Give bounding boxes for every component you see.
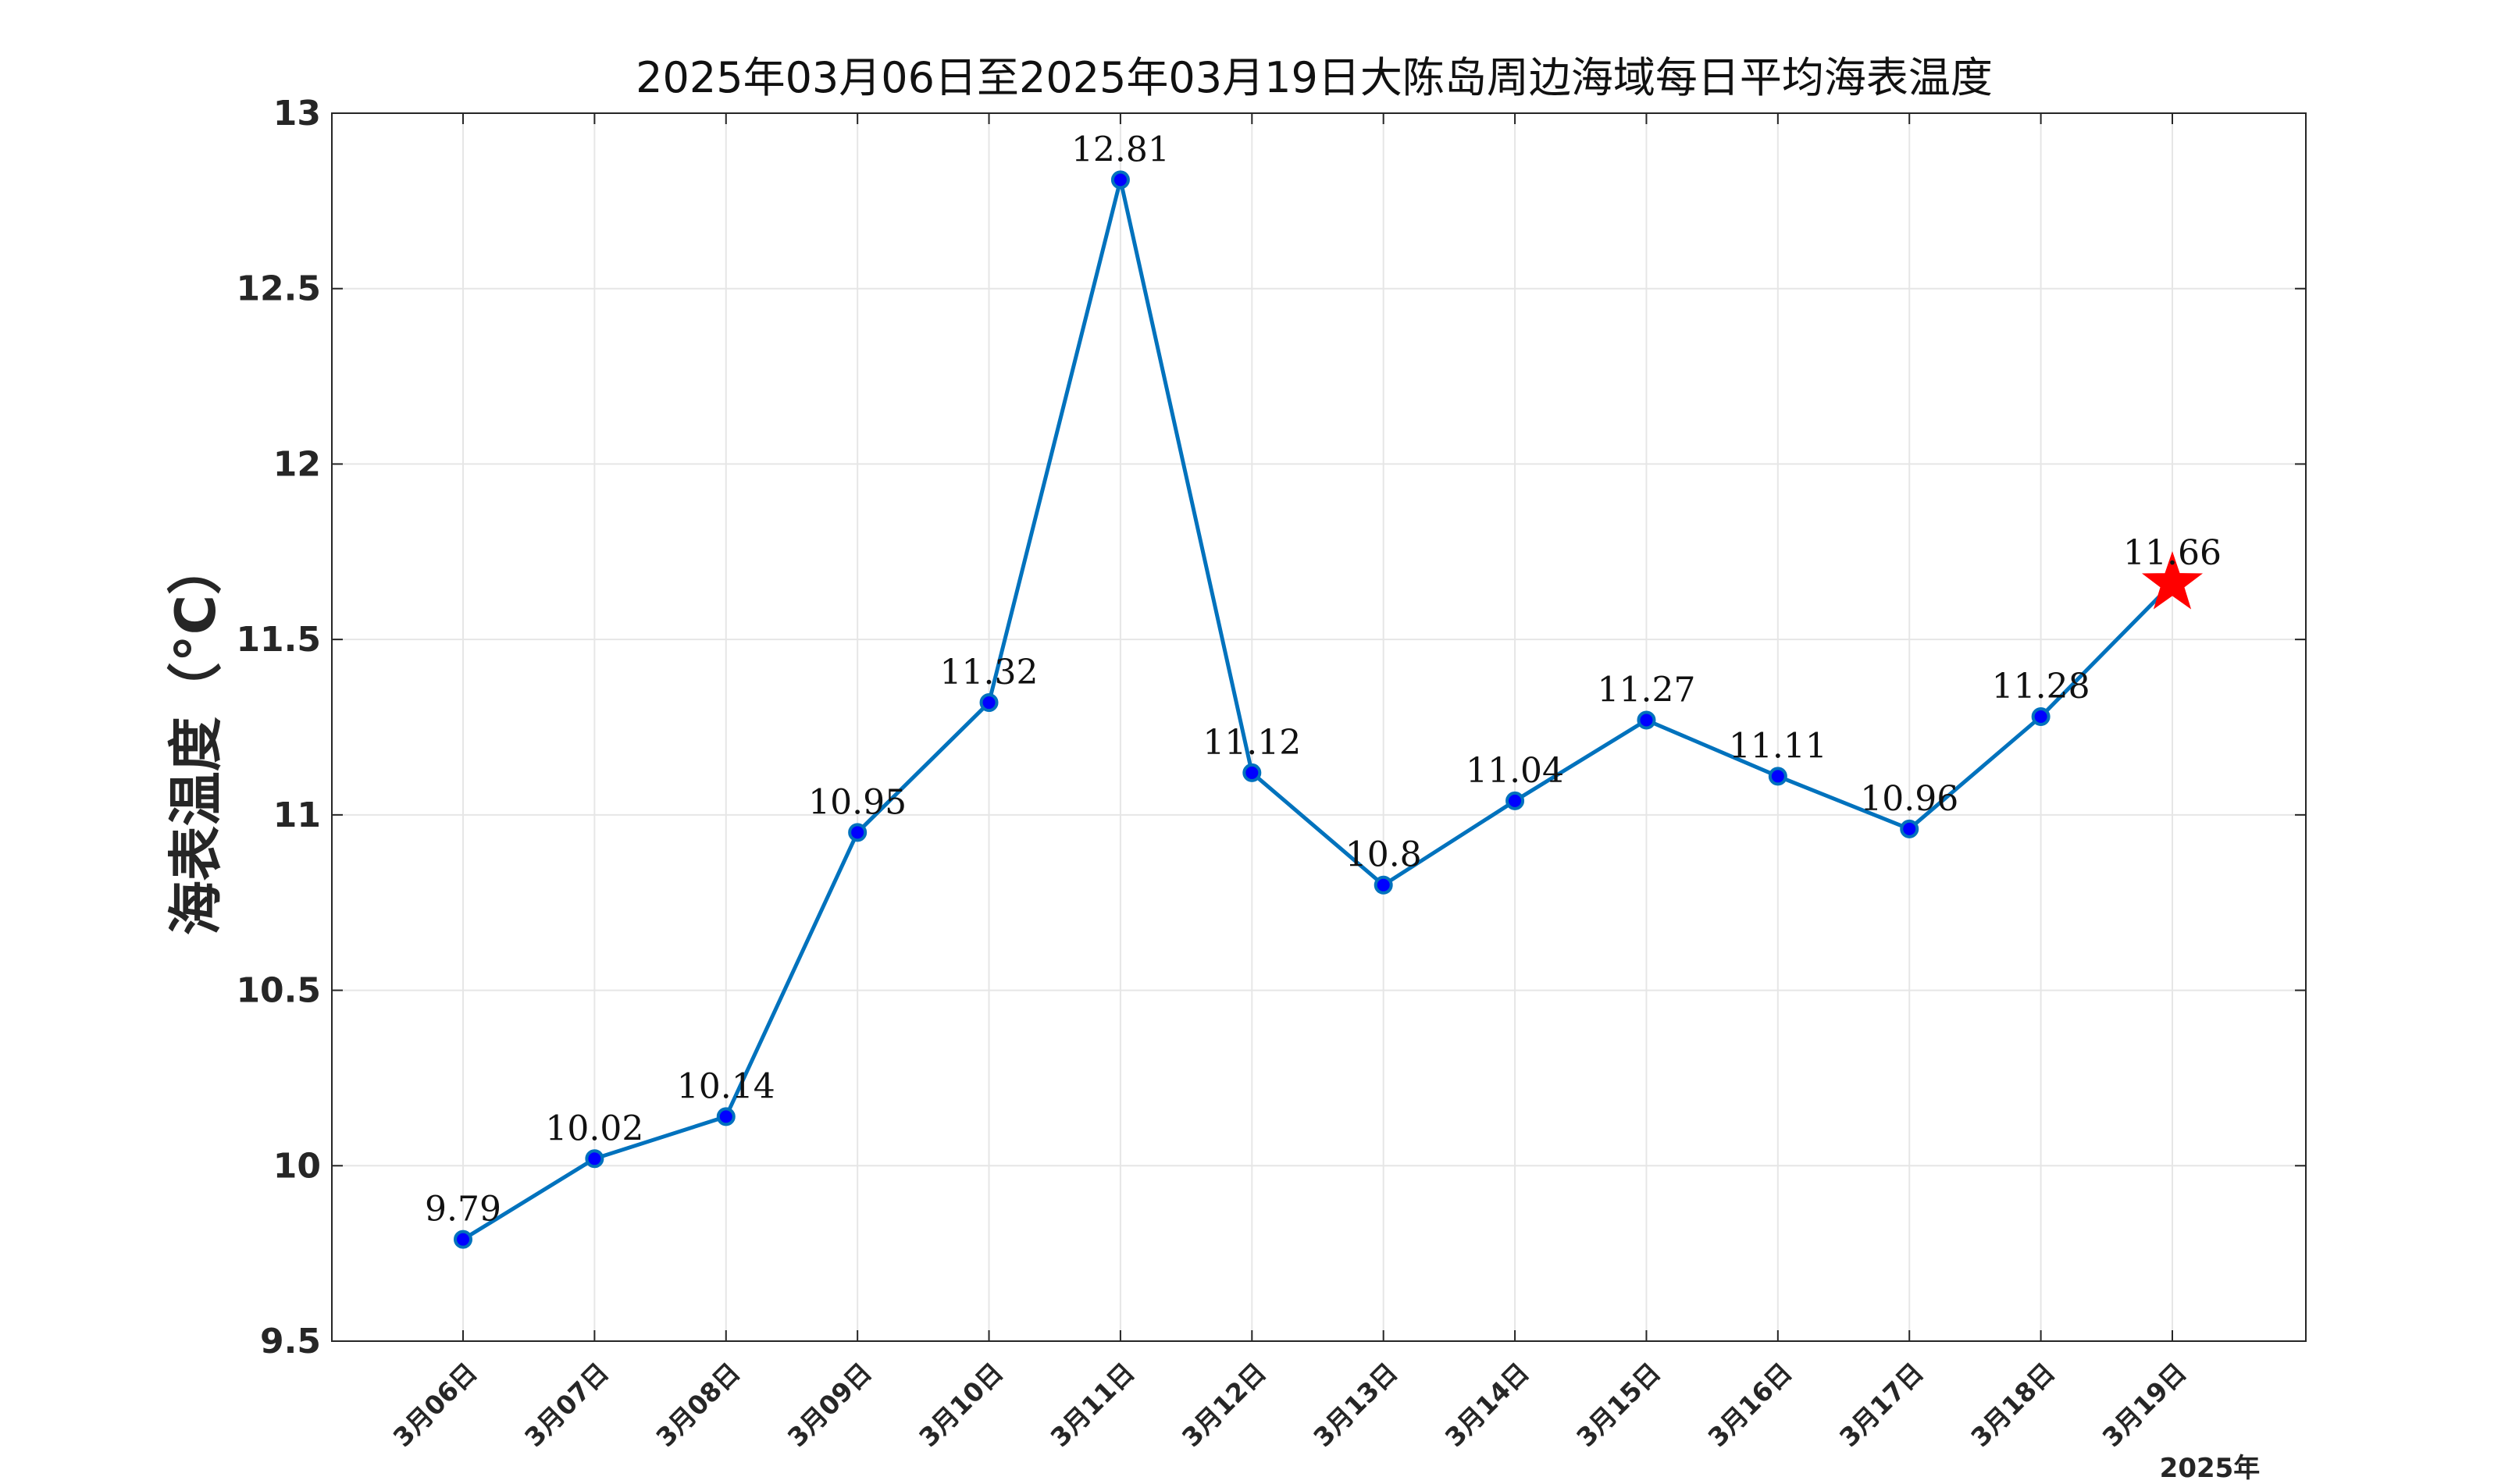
series-line [461,177,2174,1241]
data-label: 12.81 [1071,130,1170,169]
data-point-marker [848,823,868,842]
x-tick-label: 3月08日 [650,1357,746,1453]
data-point-marker [1110,170,1130,190]
data-label: 10.96 [1860,779,1958,819]
x-tick-label: 3月14日 [1439,1357,1535,1453]
x-tick-label: 3月09日 [782,1357,878,1453]
data-label: 11.27 [1597,671,1695,710]
data-point-marker [716,1107,736,1126]
x-tick-labels: 3月06日 3月07日 3月08日 3月09日 3月10日 3月11日 3月12日 3月13日… [387,1357,2193,1453]
x-tick-label: 3月19日 [2097,1357,2193,1453]
x-tick-label: 3月12日 [1176,1357,1272,1453]
data-point-marker [1900,819,1919,838]
data-point-star-marker [2141,551,2204,610]
data-label: 9.79 [425,1190,501,1230]
x-tick-label: 3月17日 [1833,1357,1929,1453]
data-label-layer: 9.79 10.02 10.14 10.95 11.32 12.81 11.12 10.8 11… [425,130,2222,1229]
data-point-marker [585,1149,604,1169]
y-tick-label: 10 [273,1146,321,1186]
data-label: 10.02 [545,1109,643,1148]
x-tick-label: 3月06日 [387,1357,483,1453]
data-point-marker [1505,791,1525,810]
data-label: 11.11 [1729,726,1827,766]
x-tick-label: 3月10日 [913,1357,1009,1453]
x-tick-label: 3月15日 [1570,1357,1666,1453]
y-tick-label: 11.5 [236,620,321,660]
x-tick-label: 3月07日 [518,1357,615,1453]
data-point-marker [979,693,999,713]
y-tick-label: 12 [273,444,321,484]
data-label: 11.12 [1203,723,1301,763]
y-tick-label: 12.5 [236,269,321,309]
data-point-marker [1637,710,1656,730]
plot-area-frame [331,112,2307,1342]
y-tick-label: 9.5 [260,1322,321,1361]
series-layer [454,170,2204,1249]
y-tick-label: 13 [273,94,321,133]
y-tick-labels: 9.5 10 10.5 11 11.5 12 12.5 13 [236,94,321,1361]
data-label: 11.04 [1466,751,1564,791]
x-tick-label: 3月11日 [1045,1357,1141,1453]
grid-layer [332,112,2306,1342]
tick-layer [332,112,2306,1342]
x-tick-label: 3月16日 [1702,1357,1798,1453]
data-point-marker [1768,767,1787,786]
y-tick-label: 10.5 [236,971,321,1011]
data-label: 11.32 [940,653,1039,692]
chart-title: 2025年03月06日至2025年03月19日大陈岛周边海域每日平均海表温度 [636,53,1993,102]
data-label: 11.28 [1992,667,2090,706]
x-axis-year-label: 2025年 [2160,1453,2261,1484]
data-label: 10.14 [677,1066,775,1106]
data-point-marker [2031,707,2051,727]
data-label: 10.95 [808,782,907,822]
data-point-marker [454,1230,472,1249]
data-point-marker [1374,875,1393,895]
data-point-marker [1242,763,1262,782]
y-tick-label: 11 [273,795,321,835]
data-label: 11.66 [2123,533,2222,573]
x-tick-label: 3月18日 [1965,1357,2061,1453]
data-label: 10.8 [1345,835,1422,875]
x-tick-label: 3月13日 [1307,1357,1403,1453]
y-axis-label: 海表温度（°C） [164,540,228,935]
